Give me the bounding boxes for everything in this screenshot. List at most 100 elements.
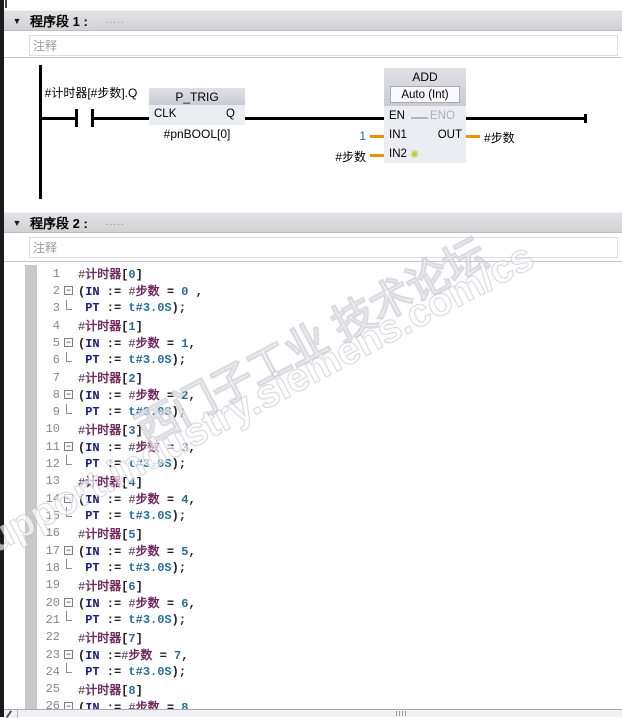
code-line[interactable]: 2− (IN := #步数 = 0 , bbox=[4, 282, 622, 300]
code-line[interactable]: 22 #计时器[7] bbox=[4, 629, 622, 646]
contact-right-leg bbox=[91, 109, 94, 127]
scrollbar-thumb-grip[interactable] bbox=[396, 711, 407, 716]
fold-continuation-line bbox=[62, 507, 78, 524]
code-text: #计时器[4] bbox=[78, 475, 143, 490]
network-1-comment-row: 注释 bbox=[4, 31, 622, 58]
fold-spacer bbox=[62, 577, 78, 594]
code-line[interactable]: 20− (IN := #步数 = 6, bbox=[4, 594, 622, 612]
code-line[interactable]: 21 PT := t#3.0S); bbox=[4, 611, 622, 628]
network-2-title-placeholder[interactable]: ..... bbox=[105, 217, 125, 228]
code-text: (IN := #步数 = 0 , bbox=[78, 285, 203, 300]
fold-collapse-icon[interactable]: − bbox=[64, 337, 73, 348]
fold-spacer bbox=[62, 265, 78, 282]
line-number: 4 bbox=[52, 318, 60, 333]
fold-collapse-icon[interactable]: − bbox=[64, 648, 73, 659]
code-line[interactable]: 6 PT := t#3.0S); bbox=[4, 351, 622, 369]
add-block-body[interactable] bbox=[384, 106, 466, 163]
add-in1-port[interactable]: IN1 bbox=[389, 129, 407, 141]
scrollbar-corner-icon[interactable] bbox=[4, 710, 18, 718]
ptrig-block-header[interactable]: P_TRIG bbox=[149, 88, 245, 105]
fold-collapse-icon[interactable]: − bbox=[64, 441, 73, 452]
code-text: PT := t#3.0S); bbox=[85, 612, 187, 627]
code-line[interactable]: 19 #计时器[6] bbox=[4, 577, 622, 594]
window-left-edge bbox=[0, 0, 4, 717]
code-text: PT := t#3.0S); bbox=[85, 405, 187, 420]
line-number: 11 bbox=[45, 439, 60, 454]
add-out-operand[interactable]: #步数 bbox=[484, 131, 515, 145]
code-line[interactable]: 14− (IN := #步数 = 4, bbox=[4, 490, 622, 508]
wire-ptrig-to-add bbox=[245, 117, 384, 120]
collapse-triangle-icon[interactable]: ▼ bbox=[12, 15, 22, 26]
network-1-title-placeholder[interactable]: ..... bbox=[105, 15, 125, 26]
contact-operand[interactable]: #计时器[#步数].Q bbox=[44, 86, 138, 100]
code-line[interactable]: 4 #计时器[1] bbox=[4, 317, 622, 335]
code-line[interactable]: 12 PT := t#3.0S); bbox=[4, 455, 622, 472]
ptrig-block-body[interactable] bbox=[149, 105, 245, 125]
add-en-port[interactable]: EN bbox=[389, 110, 405, 122]
horizontal-scrollbar[interactable] bbox=[4, 709, 622, 718]
ptrig-clk-port[interactable]: CLK bbox=[154, 108, 177, 120]
fold-collapse-icon[interactable]: − bbox=[64, 596, 73, 607]
line-number: 16 bbox=[45, 526, 60, 541]
code-line[interactable]: 5− (IN := #步数 = 1, bbox=[4, 334, 622, 352]
scl-code-editor[interactable]: 1 #计时器[0] 2− (IN := #步数 = 0 ,3 PT := t#3.0S… bbox=[4, 262, 622, 717]
ladder-canvas[interactable]: #计时器[#步数].Q P_TRIG CLK Q #pnBOOL[0] ADD … bbox=[4, 58, 622, 205]
code-line[interactable]: 15 PT := t#3.0S); bbox=[4, 507, 622, 524]
fold-collapse-icon[interactable]: − bbox=[64, 285, 73, 296]
code-line[interactable]: 13 #计时器[4] bbox=[4, 473, 622, 490]
fold-spacer bbox=[62, 681, 78, 698]
code-line[interactable]: 11− (IN := #步数 = 3, bbox=[4, 438, 622, 456]
code-lines[interactable]: 1 #计时器[0] 2− (IN := #步数 = 0 ,3 PT := t#3.0S… bbox=[4, 265, 622, 715]
code-line[interactable]: 24 PT := t#3.0S); bbox=[4, 663, 622, 680]
add-eno-port[interactable]: ENO bbox=[430, 110, 455, 122]
code-line[interactable]: 25 #计时器[8] bbox=[4, 681, 622, 698]
add-in2-port[interactable]: IN2 bbox=[389, 148, 407, 160]
code-line[interactable]: 8− (IN := #步数 = 2, bbox=[4, 386, 622, 404]
add-in2-operand[interactable]: #步数 bbox=[335, 150, 366, 164]
code-text: #计时器[5] bbox=[78, 527, 143, 542]
syntax-star-icon: ✳ bbox=[410, 149, 420, 161]
fold-collapse-icon[interactable]: − bbox=[64, 389, 73, 400]
line-number: 14 bbox=[45, 491, 60, 506]
add-datatype-dropdown[interactable]: Auto (Int) bbox=[390, 86, 460, 103]
fold-continuation-line bbox=[62, 351, 78, 369]
fold-collapse-icon[interactable]: − bbox=[64, 493, 73, 504]
line-number: 15 bbox=[45, 509, 60, 524]
power-rail bbox=[39, 65, 42, 199]
wire-contact-to-ptrig bbox=[93, 117, 149, 120]
network-1-header[interactable]: ▼ 程序段 1 : ..... bbox=[4, 10, 622, 31]
cursor-artifact bbox=[5, 0, 7, 8]
fold-continuation-line bbox=[62, 403, 78, 421]
code-text: (IN :=#步数 = 7, bbox=[78, 649, 189, 664]
in1-stub bbox=[370, 135, 384, 138]
code-text: PT := t#3.0S); bbox=[85, 560, 187, 575]
network-1-comment-field[interactable]: 注释 bbox=[29, 35, 618, 56]
code-line[interactable]: 16 #计时器[5] bbox=[4, 525, 622, 542]
ptrig-operand[interactable]: #pnBOOL[0] bbox=[163, 127, 231, 141]
code-text: #计时器[1] bbox=[78, 320, 143, 335]
code-line[interactable]: 18 PT := t#3.0S); bbox=[4, 559, 622, 576]
code-line[interactable]: 7 #计时器[2] bbox=[4, 369, 622, 387]
code-gutter-bar bbox=[25, 265, 37, 709]
add-in1-operand[interactable]: 1 bbox=[359, 129, 366, 143]
code-text: #计时器[0] bbox=[78, 268, 143, 283]
code-text: (IN := #步数 = 5, bbox=[78, 545, 196, 560]
network-2-header[interactable]: ▼ 程序段 2 : ..... bbox=[4, 212, 622, 233]
ptrig-q-port[interactable]: Q bbox=[226, 108, 235, 120]
collapse-triangle-icon[interactable]: ▼ bbox=[12, 217, 22, 228]
add-out-port[interactable]: OUT bbox=[437, 129, 462, 141]
code-line[interactable]: 9 PT := t#3.0S); bbox=[4, 403, 622, 421]
code-line[interactable]: 3 PT := t#3.0S); bbox=[4, 299, 622, 317]
line-number: 2 bbox=[52, 283, 60, 298]
line-number: 12 bbox=[45, 457, 60, 472]
code-line[interactable]: 23− (IN :=#步数 = 7, bbox=[4, 646, 622, 664]
fold-spacer bbox=[62, 473, 78, 490]
network-2-comment-field[interactable]: 注释 bbox=[29, 237, 618, 258]
network-2-title: 程序段 2 : bbox=[30, 216, 88, 231]
code-text: #计时器[3] bbox=[78, 423, 143, 438]
fold-collapse-icon[interactable]: − bbox=[64, 545, 73, 555]
code-line[interactable]: 1 #计时器[0] bbox=[4, 265, 622, 283]
line-number: 6 bbox=[52, 353, 60, 368]
code-line[interactable]: 10 #计时器[3] bbox=[4, 421, 622, 438]
code-line[interactable]: 17− (IN := #步数 = 5, bbox=[4, 542, 622, 560]
